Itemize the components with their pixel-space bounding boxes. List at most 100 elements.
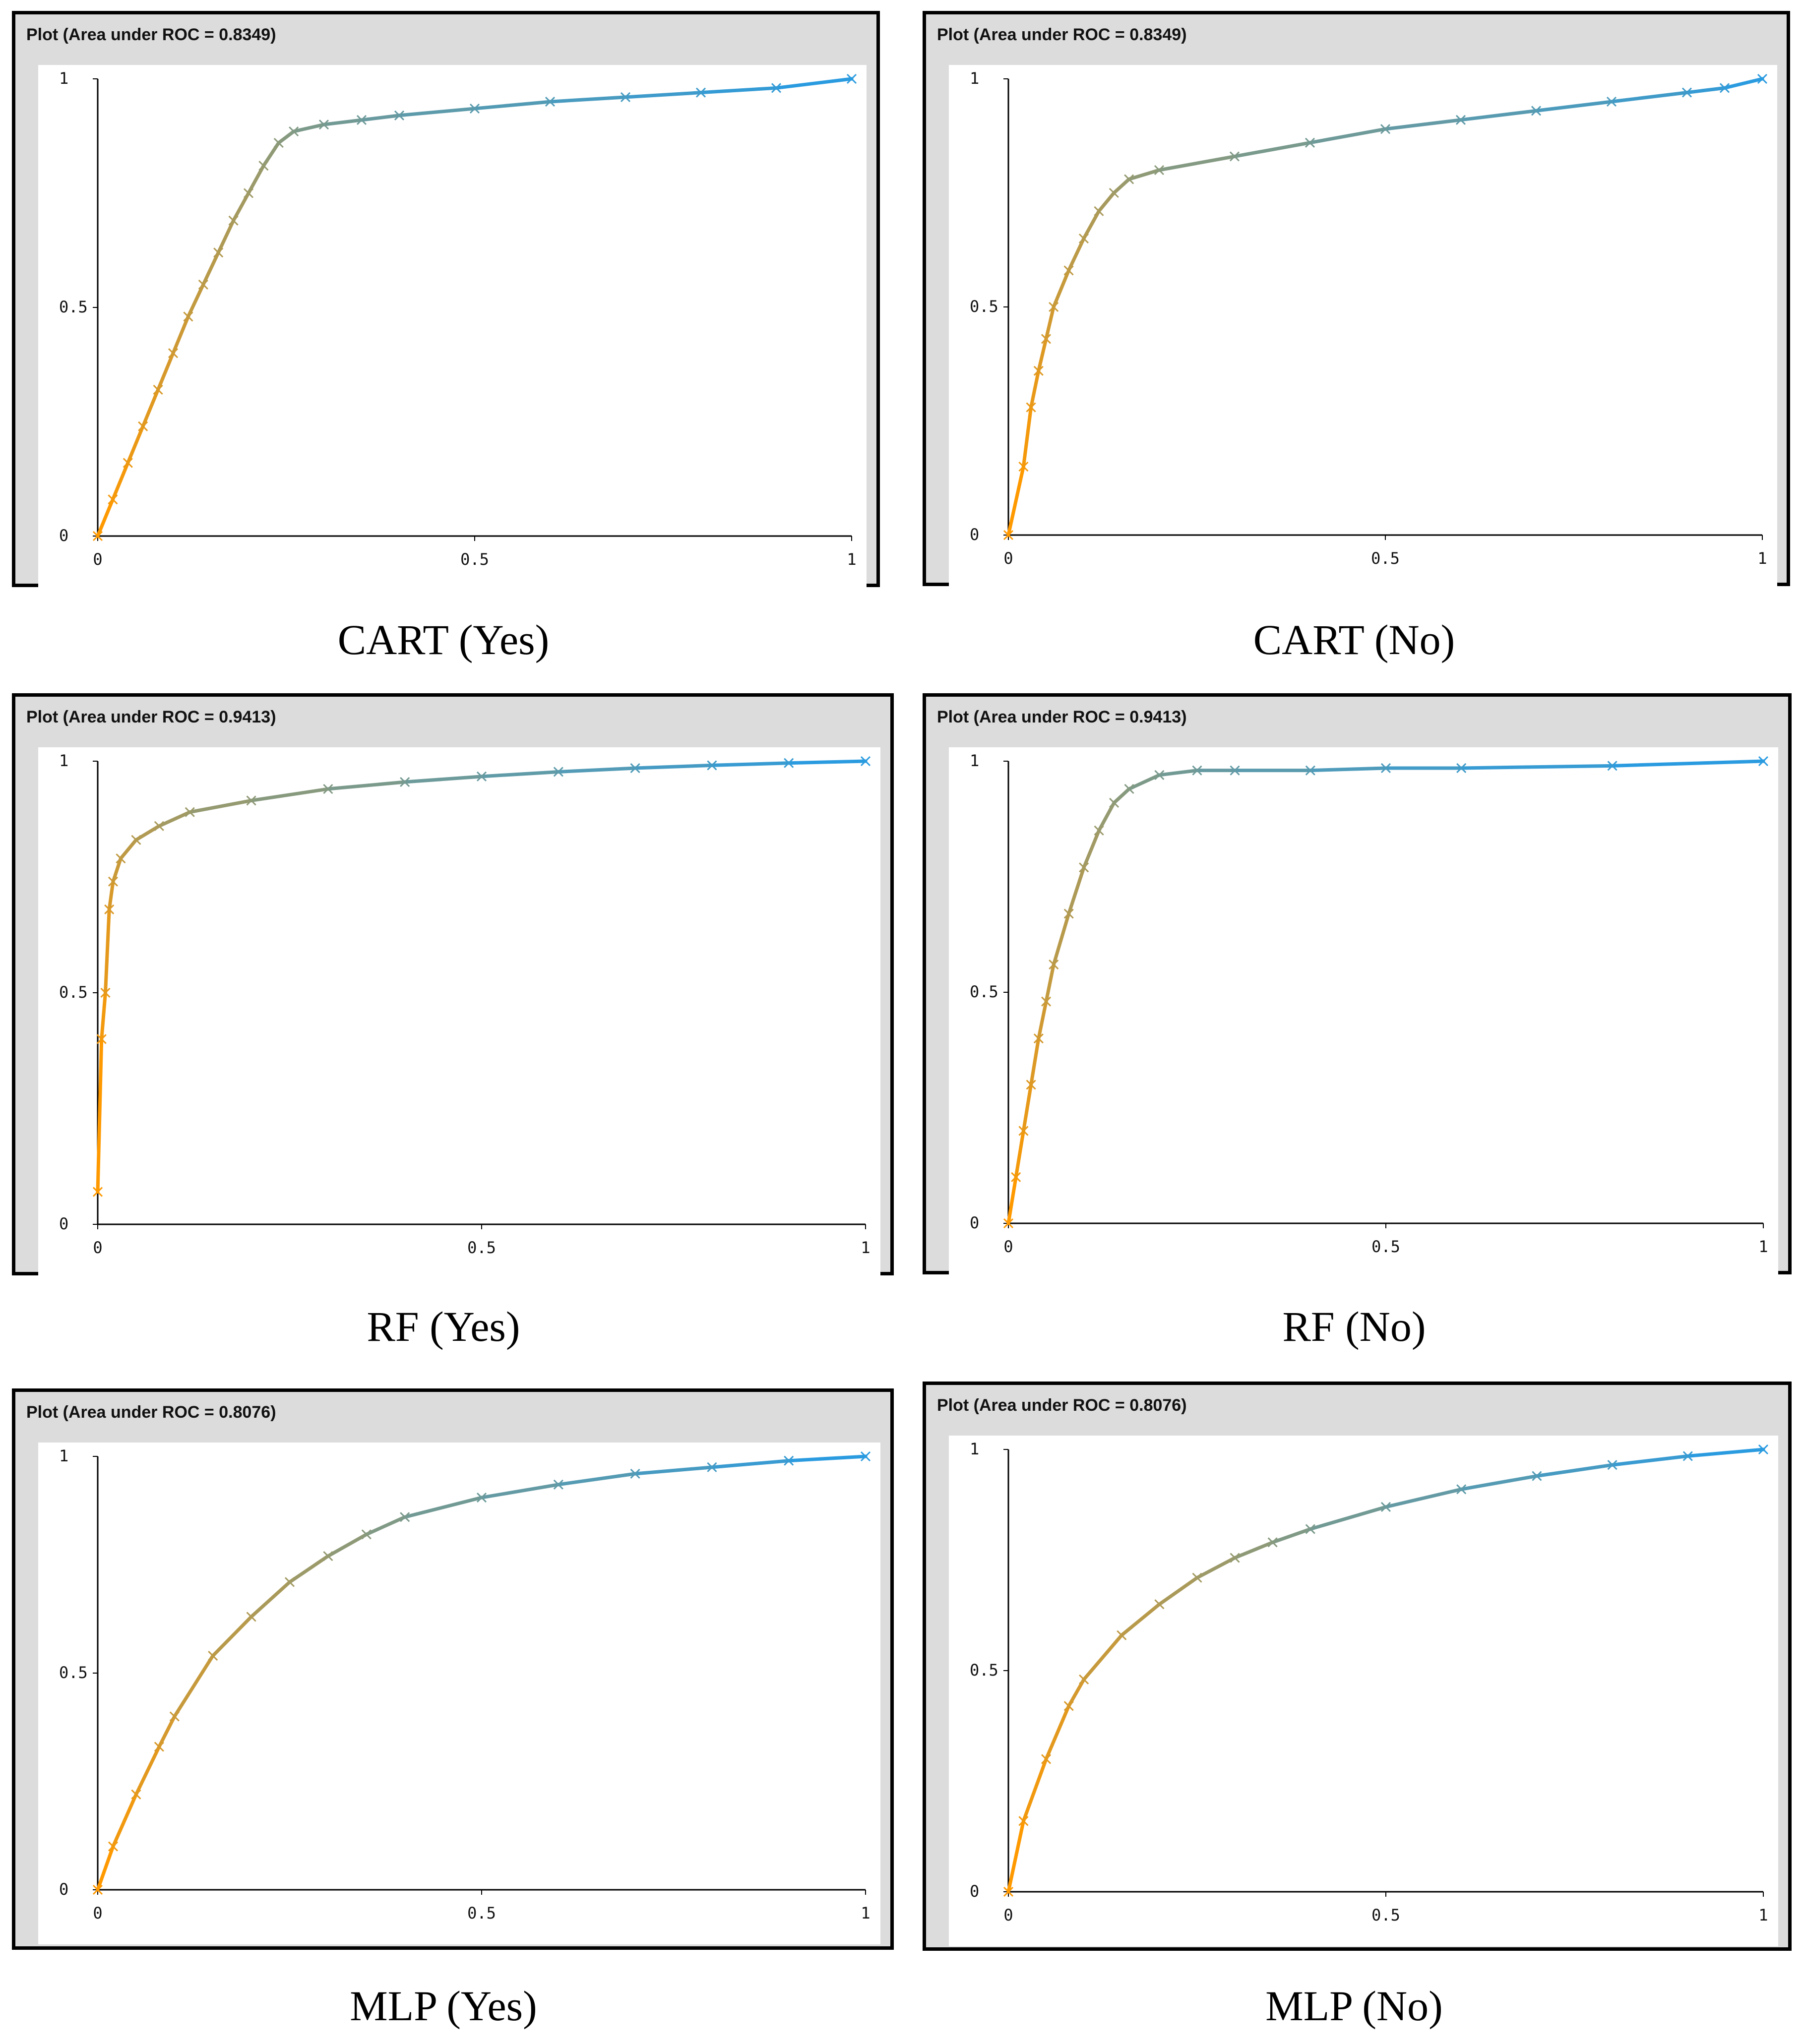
roc-curve-segment: [249, 1580, 292, 1619]
roc-curve-segment: [1384, 1487, 1463, 1509]
roc-curve-segment: [1686, 1447, 1765, 1458]
roc-chart-svg: 0 0.5 1 0 0.5 1: [970, 69, 1768, 568]
roc-point-marker: [356, 115, 367, 125]
roc-curve-segment: [1157, 769, 1199, 777]
roc-point-marker: [123, 458, 133, 468]
roc-point-marker: [695, 87, 706, 98]
roc-point-marker: [1380, 763, 1391, 774]
roc-point-marker: [476, 1492, 487, 1503]
roc-curve-segment: [326, 1532, 369, 1558]
plot-area: 0 0.5 1 0 0.5 1: [949, 1436, 1778, 1946]
x-tick-label: 1: [1757, 549, 1767, 568]
roc-curve-segment: [1067, 1678, 1086, 1708]
roc-curve-segment: [1097, 801, 1116, 833]
roc-point-marker: [707, 760, 717, 771]
y-tick-label: 1: [59, 1446, 68, 1465]
roc-point-marker: [784, 758, 794, 768]
roc-curve-segment: [1029, 369, 1041, 409]
roc-point-marker: [131, 1789, 141, 1800]
roc-point-marker: [1305, 137, 1315, 148]
roc-point-marker: [1154, 770, 1165, 781]
roc-curve-segment: [699, 86, 778, 95]
roc-curve-segment: [1082, 209, 1101, 240]
roc-point-marker: [1063, 265, 1074, 276]
roc-curve-segment: [232, 191, 250, 223]
roc-point-marker: [1063, 1701, 1074, 1711]
x-tick-label: 1: [861, 1238, 870, 1257]
roc-curve-segment: [249, 787, 330, 802]
roc-curve-segment: [96, 1845, 115, 1892]
roc-curve-segment: [111, 461, 130, 501]
roc-curve-segment: [557, 1472, 637, 1487]
roc-curve-segment: [1119, 1602, 1161, 1637]
roc-point-marker: [323, 783, 333, 794]
roc-curve-segment: [288, 1554, 330, 1584]
roc-curve-segment: [322, 118, 364, 126]
roc-point-marker: [1681, 87, 1692, 98]
roc-curve-segment: [1044, 962, 1056, 1004]
roc-point-marker: [1124, 783, 1134, 794]
roc-point-marker: [1154, 165, 1165, 176]
panel-title: Plot (Area under ROC = 0.8076): [26, 1403, 276, 1422]
x-tick-label: 0: [1003, 1237, 1013, 1256]
roc-point-marker: [1229, 151, 1240, 162]
x-tick-label: 0.5: [467, 1238, 496, 1257]
roc-curve-segment: [403, 1496, 484, 1519]
roc-curve-segment: [623, 91, 703, 99]
roc-point-marker: [258, 161, 269, 171]
roc-point-marker: [630, 763, 640, 774]
panel-title: Plot (Area under ROC = 0.8076): [937, 1396, 1187, 1415]
roc-point-marker: [100, 987, 111, 998]
roc-curve-segment: [1233, 141, 1312, 158]
roc-point-marker: [1758, 756, 1769, 767]
roc-point-marker: [243, 188, 254, 198]
roc-point-marker: [1124, 174, 1134, 184]
roc-curve-segment: [1006, 1819, 1025, 1894]
roc-curve-segment: [292, 122, 326, 133]
roc-curve-segment: [100, 991, 107, 1041]
roc-curve-segment: [157, 1714, 177, 1749]
roc-curve-segment: [1723, 77, 1764, 90]
roc-curve-segment: [480, 1483, 560, 1500]
roc-point-marker: [273, 138, 284, 148]
roc-point-marker: [1018, 1126, 1029, 1136]
roc-point-marker: [289, 126, 299, 137]
roc-panel-mlp-yes: Plot (Area under ROC = 0.8076) 0 0.5 1 0 0.5…: [12, 1388, 894, 1950]
roc-point-marker: [92, 1884, 103, 1895]
roc-curve-segment: [1021, 1082, 1033, 1133]
roc-point-marker: [1041, 996, 1052, 1007]
x-tick-label: 1: [1758, 1906, 1768, 1924]
roc-point-marker: [1003, 1886, 1014, 1897]
roc-point-marker: [96, 1034, 107, 1044]
roc-point-marker: [1094, 825, 1104, 836]
x-tick-label: 0: [1003, 549, 1013, 568]
roc-curve-segment: [103, 907, 111, 995]
panel-title: Plot (Area under ROC = 0.8349): [26, 25, 276, 44]
roc-curve-segment: [1037, 1000, 1048, 1040]
roc-curve-segment: [1534, 100, 1614, 113]
y-tick-label: 0.5: [970, 1661, 998, 1680]
roc-point-marker: [620, 92, 631, 102]
roc-point-marker: [1719, 83, 1730, 93]
roc-curve-segment: [1459, 109, 1538, 122]
y-tick-label: 0: [59, 1880, 68, 1899]
x-tick-label: 0.5: [467, 1904, 496, 1923]
roc-point-marker: [1305, 1524, 1315, 1534]
roc-curve-segment: [1082, 829, 1101, 869]
roc-point-marker: [553, 767, 563, 777]
y-tick-label: 0: [59, 526, 68, 545]
roc-curve-segment: [1014, 1129, 1025, 1179]
roc-point-marker: [846, 73, 857, 84]
y-tick-label: 0: [970, 1213, 979, 1232]
roc-point-marker: [476, 771, 487, 782]
roc-curve-segment: [134, 824, 161, 842]
roc-curve-segment: [1611, 1454, 1690, 1467]
roc-point-marker: [860, 756, 871, 767]
roc-curve-segment: [326, 780, 407, 791]
roc-curve-segment: [173, 1654, 215, 1718]
chart-caption: CART (No): [1253, 616, 1455, 663]
roc-point-marker: [630, 1468, 640, 1479]
roc-curve-segment: [1021, 1757, 1048, 1823]
x-tick-label: 1: [861, 1904, 870, 1923]
roc-curve-segment: [1308, 127, 1387, 145]
